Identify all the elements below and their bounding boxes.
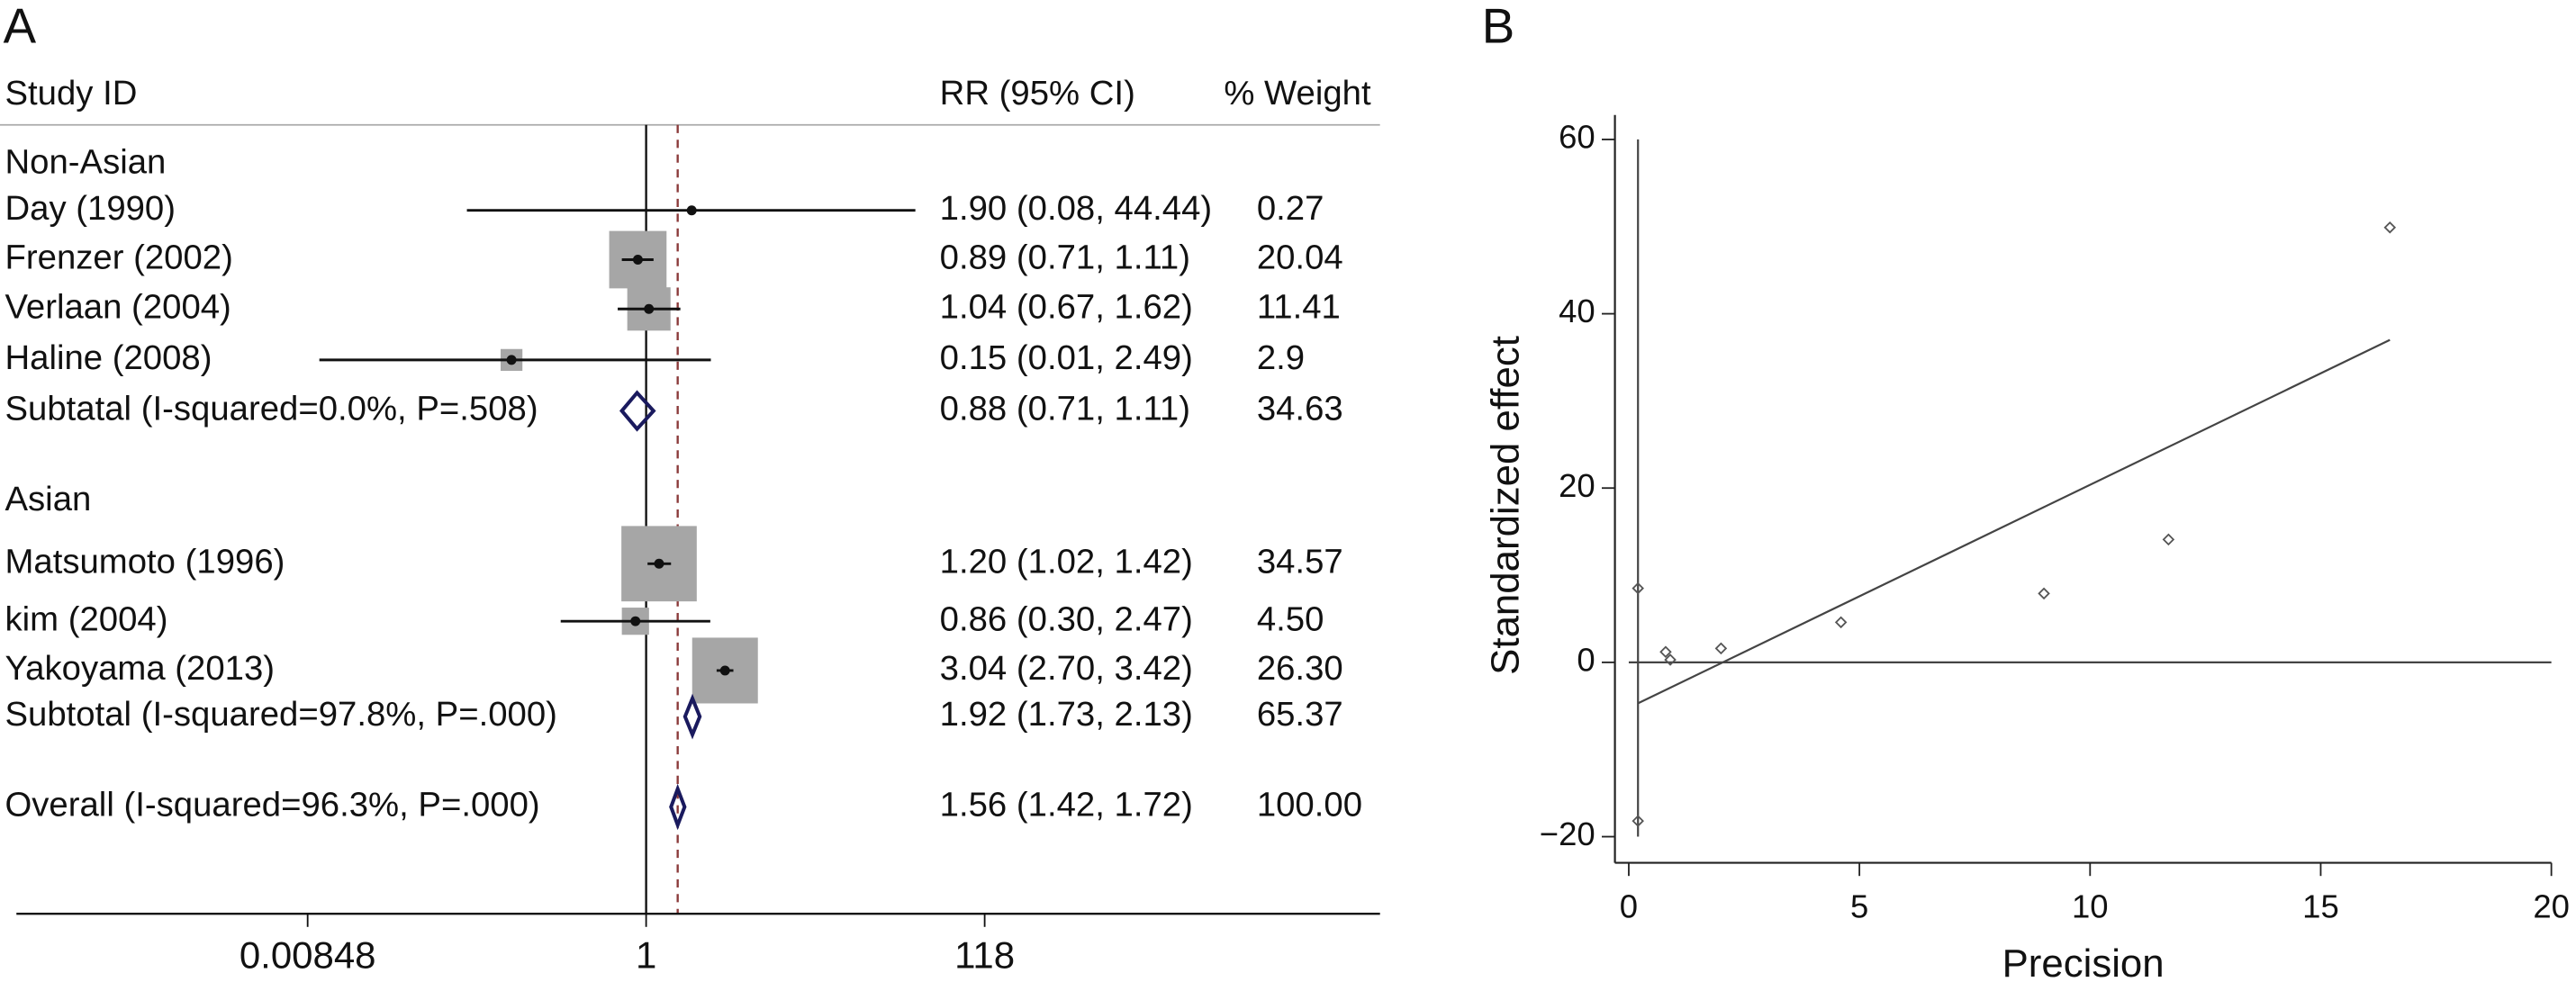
x-axis-title: Precision [2002,941,2165,986]
weight-label: 34.57 [1257,542,1343,581]
point [2162,533,2175,546]
summary-diamond [669,783,687,831]
x-tick-label: 118 [954,934,1015,977]
fit-line [1637,338,2391,705]
y-tick-label: 60 [1559,119,1595,156]
y-axis-title: Standardized effect [1484,336,1528,675]
weight-label: 11.41 [1257,287,1341,326]
group-label: Non-Asian [5,143,166,182]
point [1659,645,1672,659]
summary-diamond [619,390,656,432]
column-header: Study ID [5,74,137,113]
weight-label: 65.37 [1257,695,1343,734]
ci-label: 1.04 (0.67, 1.62) [940,287,1193,326]
weight-label: 2.9 [1257,338,1305,377]
row-label: Yakoyama (2013) [5,649,275,688]
row-label: Matsumoto (1996) [5,542,285,581]
weight-label: 100.00 [1257,786,1362,824]
point-estimate [654,558,664,569]
summary-diamond [682,693,702,740]
row-label: Frenzer (2002) [5,239,232,277]
row-label: Overall (I-squared=96.3%, P=.000) [5,786,539,824]
weight-label: 20.04 [1257,239,1343,277]
x-tick-label: 5 [1850,887,1868,924]
group-label: Asian [5,480,91,518]
weight-label: 26.30 [1257,649,1343,688]
point [2038,587,2050,600]
point-estimate [719,665,730,676]
ci-label: 0.15 (0.01, 2.49) [940,338,1193,377]
y-tick-label: −20 [1540,815,1595,852]
ci-label: 1.20 (1.02, 1.42) [940,542,1193,581]
row-label: Day (1990) [5,189,176,228]
point-estimate [630,616,641,626]
y-tick-label: 40 [1559,293,1595,329]
panel-label: B [1482,0,1515,53]
point-estimate [506,355,517,365]
x-tick-label: 1 [636,934,656,977]
ci-label: 0.88 (0.71, 1.11) [940,390,1190,428]
y-tick-label: 20 [1559,467,1595,504]
row-label: Haline (2008) [5,338,212,377]
ci-label: 1.92 (1.73, 2.13) [940,695,1193,734]
row-label: Subtatal (I-squared=0.0%, P=.508) [5,390,538,428]
weight-label: 34.63 [1257,390,1343,428]
x-tick-label: 10 [2072,887,2109,924]
column-header: % Weight [1224,74,1371,113]
point [1631,815,1644,827]
point-estimate [644,303,655,314]
ci-label: 1.56 (1.42, 1.72) [940,786,1193,824]
ci-label: 1.90 (0.08, 44.44) [940,189,1212,228]
row-label: Subtotal (I-squared=97.8%, P=.000) [5,695,556,734]
point [1631,581,1644,595]
y-tick-label: 0 [1577,642,1595,679]
point-estimate [632,255,643,265]
column-header: RR (95% CI) [940,74,1135,113]
row-label: Verlaan (2004) [5,287,230,326]
row-label: kim (2004) [5,599,167,638]
ci-label: 0.86 (0.30, 2.47) [940,599,1193,638]
panel-label: A [4,0,37,53]
ci-label: 0.89 (0.71, 1.11) [940,239,1190,277]
x-tick-label: 0.00848 [240,934,376,977]
point [1714,642,1728,655]
point-estimate [686,205,697,216]
x-tick-label: 0 [1620,887,1638,924]
x-tick-label: 20 [2533,887,2570,924]
point [1834,616,1848,629]
point [2383,221,2397,234]
ci-label: 3.04 (2.70, 3.42) [940,649,1193,688]
point [1664,653,1677,666]
weight-label: 4.50 [1257,599,1324,638]
weight-label: 0.27 [1257,189,1324,228]
x-tick-label: 15 [2302,887,2339,924]
